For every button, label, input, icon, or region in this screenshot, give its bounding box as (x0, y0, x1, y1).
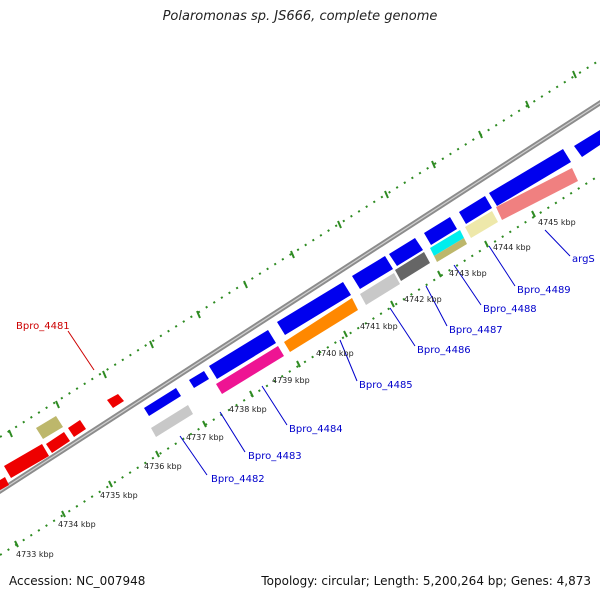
gene-lower-khaki[interactable] (465, 211, 498, 238)
kbp-label-4739: 4739 kbp (272, 376, 310, 385)
gene-4481[interactable] (107, 394, 124, 408)
kbp-label-4734: 4734 kbp (58, 520, 96, 529)
gene-label-bpro-4487[interactable]: Bpro_4487 (449, 325, 503, 336)
genome-stats-text: Topology: circular; Length: 5,200,264 bp… (261, 574, 591, 588)
inner-major-ticks (14, 210, 536, 548)
gene-upper-small-1[interactable] (189, 371, 209, 388)
outer-tick-row (0, 59, 600, 438)
kbp-label-4740: 4740 kbp (316, 349, 354, 358)
gene-lower-gray-2[interactable] (360, 273, 400, 305)
kbp-label-4738: 4738 kbp (229, 405, 267, 414)
kbp-label-4745: 4745 kbp (538, 218, 576, 227)
gene-lower-cyan[interactable] (430, 230, 464, 256)
kbp-label-4736: 4736 kbp (144, 462, 182, 471)
kbp-label-4743: 4743 kbp (449, 269, 487, 278)
gene-4484-upper[interactable] (209, 330, 276, 379)
gene-4489-upper[interactable] (459, 196, 492, 224)
gene-4487-upper[interactable] (389, 238, 423, 266)
gene-red-4[interactable] (4, 444, 49, 478)
gene-lower-gray-1[interactable] (151, 405, 193, 437)
kbp-labels: 4733 kbp 4734 kbp 4735 kbp 4736 kbp 4737… (16, 218, 576, 559)
upper-strand-genes (144, 130, 600, 416)
gene-label-bpro-4484[interactable]: Bpro_4484 (289, 424, 343, 435)
inner-tick-row (0, 174, 600, 556)
gene-red-3[interactable] (46, 432, 70, 453)
gene-lower-orange[interactable] (284, 298, 358, 352)
gene-labels: Bpro_4481 Bpro_4482 Bpro_4483 Bpro_4484 … (16, 254, 595, 485)
gene-label-bpro-4488[interactable]: Bpro_4488 (483, 304, 537, 315)
backbone-highlight (0, 102, 600, 492)
accession-text: Accession: NC_007948 (9, 574, 146, 588)
gene-lower-salmon[interactable] (496, 168, 578, 220)
kbp-label-4742: 4742 kbp (404, 295, 442, 304)
gene-upper-large[interactable] (489, 149, 571, 206)
gene-lower-darkgray[interactable] (395, 252, 430, 281)
gene-red-2[interactable] (68, 420, 86, 437)
gene-4482-upper[interactable] (144, 388, 181, 416)
gene-label-bpro-4485[interactable]: Bpro_4485 (359, 380, 413, 391)
gene-upper-edge[interactable] (574, 130, 600, 157)
kbp-label-4735: 4735 kbp (100, 491, 138, 500)
gene-4485-upper[interactable] (277, 282, 351, 335)
callout-lines (179, 229, 571, 476)
gene-4488-upper[interactable] (424, 217, 457, 245)
gene-lower-olive-thin[interactable] (434, 238, 467, 262)
callout-line-4481 (67, 330, 95, 371)
gene-label-bpro-4483[interactable]: Bpro_4483 (248, 451, 302, 462)
outer-major-ticks (8, 70, 577, 438)
gene-red-edge[interactable] (0, 477, 9, 490)
gene-olive[interactable] (36, 416, 63, 439)
kbp-label-4737: 4737 kbp (186, 433, 224, 442)
gene-lower-pink[interactable] (216, 346, 284, 394)
gene-label-bpro-4486[interactable]: Bpro_4486 (417, 345, 471, 356)
kbp-label-4733: 4733 kbp (16, 550, 54, 559)
gene-4486-upper[interactable] (352, 256, 393, 289)
left-genes (0, 394, 124, 490)
kbp-label-4741: 4741 kbp (360, 322, 398, 331)
gene-label-args[interactable]: argS (572, 254, 595, 265)
map-title: Polaromonas sp. JS666, complete genome (162, 9, 438, 24)
gene-label-bpro-4489[interactable]: Bpro_4489 (517, 285, 571, 296)
gene-label-bpro-4482[interactable]: Bpro_4482 (211, 474, 265, 485)
kbp-label-4744: 4744 kbp (493, 243, 531, 252)
lower-strand-genes (151, 168, 578, 437)
gene-label-bpro-4481[interactable]: Bpro_4481 (16, 321, 70, 332)
